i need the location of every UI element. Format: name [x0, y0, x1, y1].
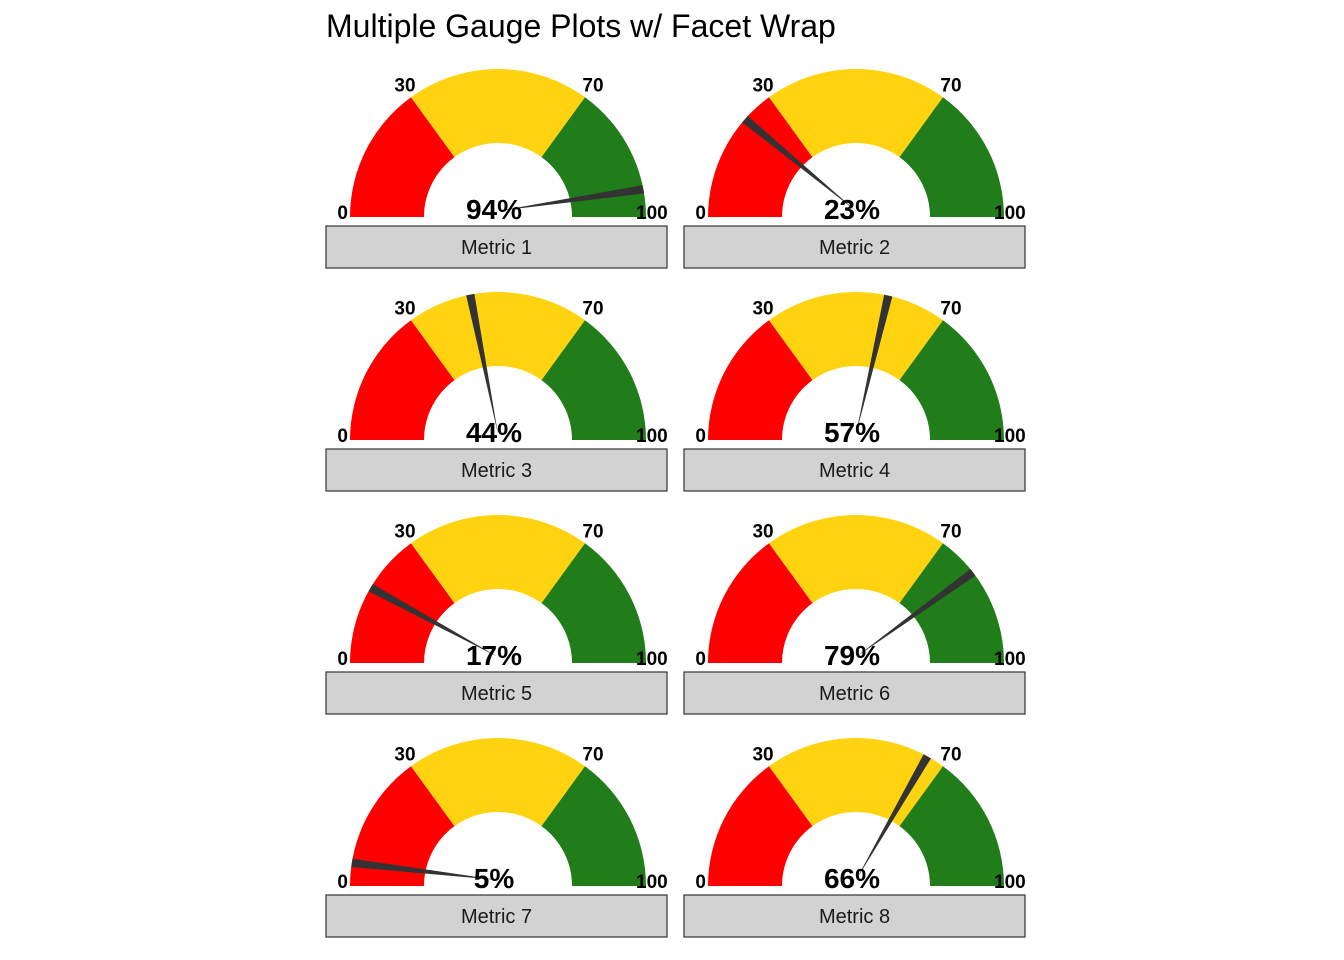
gauge-band	[769, 69, 943, 158]
gauge-tick-label: 0	[695, 203, 706, 224]
gauge-band	[411, 69, 585, 158]
gauge-panel: 0 30 70 100 57% Metric 4	[683, 291, 1026, 492]
gauge-band	[769, 291, 943, 381]
gauge-band	[899, 543, 1004, 663]
gauge-band	[708, 543, 813, 663]
gauge-tick-label: 70	[940, 75, 961, 96]
gauge-tick-label: 30	[394, 744, 415, 765]
gauge-tick-label: 30	[752, 75, 773, 96]
facet-strip-label: Metric 8	[819, 906, 890, 928]
facet-strip	[683, 671, 1026, 715]
gauge-band	[708, 766, 813, 886]
gauge-panel: 0 30 70 100 94% Metric 1	[325, 69, 668, 269]
gauge-band	[411, 738, 585, 827]
gauge-panel: 0 30 70 100 17% Metric 5	[325, 515, 668, 715]
facet-strip	[683, 448, 1026, 492]
gauge-tick-label: 100	[636, 203, 668, 224]
gauge-band	[541, 543, 646, 663]
gauge-band	[769, 515, 943, 604]
gauge-band	[708, 97, 813, 217]
gauge-panel: 0 30 70 100 66% Metric 8	[683, 738, 1026, 938]
facet-strip	[325, 448, 668, 492]
gauge-band	[541, 320, 646, 440]
gauge-value-label: 44%	[466, 417, 522, 448]
gauge-needle	[466, 293, 498, 434]
gauge-tick-label: 100	[636, 872, 668, 893]
gauge-needle	[856, 294, 893, 434]
gauge-band	[899, 320, 1004, 440]
facet-strip-label: Metric 6	[819, 683, 890, 705]
gauge-band	[350, 320, 455, 440]
gauge-tick-label: 0	[337, 872, 348, 893]
facet-strip	[683, 894, 1026, 938]
gauge-value-label: 66%	[824, 863, 880, 894]
facet-strip-label: Metric 5	[461, 683, 532, 705]
gauge-panel: 0 30 70 100 79% Metric 6	[683, 515, 1026, 715]
gauge-band	[411, 515, 585, 604]
gauge-tick-label: 30	[394, 298, 415, 319]
facet-strip	[325, 225, 668, 269]
facet-strip-label: Metric 4	[819, 460, 890, 482]
gauge-value-label: 5%	[474, 863, 515, 894]
gauge-band	[411, 291, 585, 381]
gauge-band	[350, 766, 455, 886]
gauge-tick-label: 100	[636, 426, 668, 447]
gauge-tick-label: 100	[994, 649, 1026, 670]
gauge-tick-label: 70	[582, 298, 603, 319]
gauge-needle	[856, 568, 976, 657]
gauge-band	[899, 766, 1004, 886]
gauge-band	[541, 766, 646, 886]
gauge-tick-label: 30	[394, 521, 415, 542]
gauge-band	[541, 97, 646, 217]
facet-strip	[683, 225, 1026, 269]
gauge-needle	[498, 185, 645, 211]
gauge-tick-label: 0	[337, 203, 348, 224]
gauge-value-label: 94%	[466, 194, 522, 225]
gauge-tick-label: 100	[994, 203, 1026, 224]
gauge-needle	[742, 115, 856, 211]
gauge-tick-label: 100	[994, 872, 1026, 893]
gauge-needle	[368, 584, 498, 657]
gauge-value-label: 17%	[466, 640, 522, 671]
gauge-tick-label: 30	[752, 521, 773, 542]
chart-title: Multiple Gauge Plots w/ Facet Wrap	[326, 8, 836, 44]
gauge-needle	[351, 858, 498, 880]
gauge-tick-label: 0	[337, 426, 348, 447]
gauge-panel: 0 30 70 100 23% Metric 2	[683, 69, 1026, 269]
gauge-tick-label: 70	[940, 521, 961, 542]
gauge-tick-label: 100	[636, 649, 668, 670]
gauge-tick-label: 30	[752, 298, 773, 319]
gauge-band	[899, 97, 1004, 217]
gauge-tick-label: 0	[337, 649, 348, 670]
gauge-tick-label: 0	[695, 872, 706, 893]
gauge-tick-label: 0	[695, 649, 706, 670]
gauge-tick-label: 30	[752, 744, 773, 765]
gauge-tick-label: 70	[940, 744, 961, 765]
gauge-panel: 0 30 70 100 44% Metric 3	[325, 291, 668, 492]
gauge-value-label: 79%	[824, 640, 880, 671]
gauge-tick-label: 0	[695, 426, 706, 447]
facet-strip	[325, 894, 668, 938]
gauge-panel: 0 30 70 100 5% Metric 7	[325, 738, 668, 938]
gauge-value-label: 23%	[824, 194, 880, 225]
gauge-tick-label: 70	[582, 521, 603, 542]
gauge-tick-label: 70	[582, 744, 603, 765]
facet-strip-label: Metric 1	[461, 237, 532, 259]
facet-strip	[325, 671, 668, 715]
gauge-band	[350, 97, 455, 217]
facet-strip-label: Metric 7	[461, 906, 532, 928]
gauge-needle	[856, 754, 931, 880]
gauge-tick-label: 30	[394, 75, 415, 96]
gauge-tick-label: 100	[994, 426, 1026, 447]
facet-strip-label: Metric 2	[819, 237, 890, 259]
gauge-value-label: 57%	[824, 417, 880, 448]
gauge-tick-label: 70	[940, 298, 961, 319]
facet-strip-label: Metric 3	[461, 460, 532, 482]
gauge-band	[708, 320, 813, 440]
gauge-tick-label: 70	[582, 75, 603, 96]
